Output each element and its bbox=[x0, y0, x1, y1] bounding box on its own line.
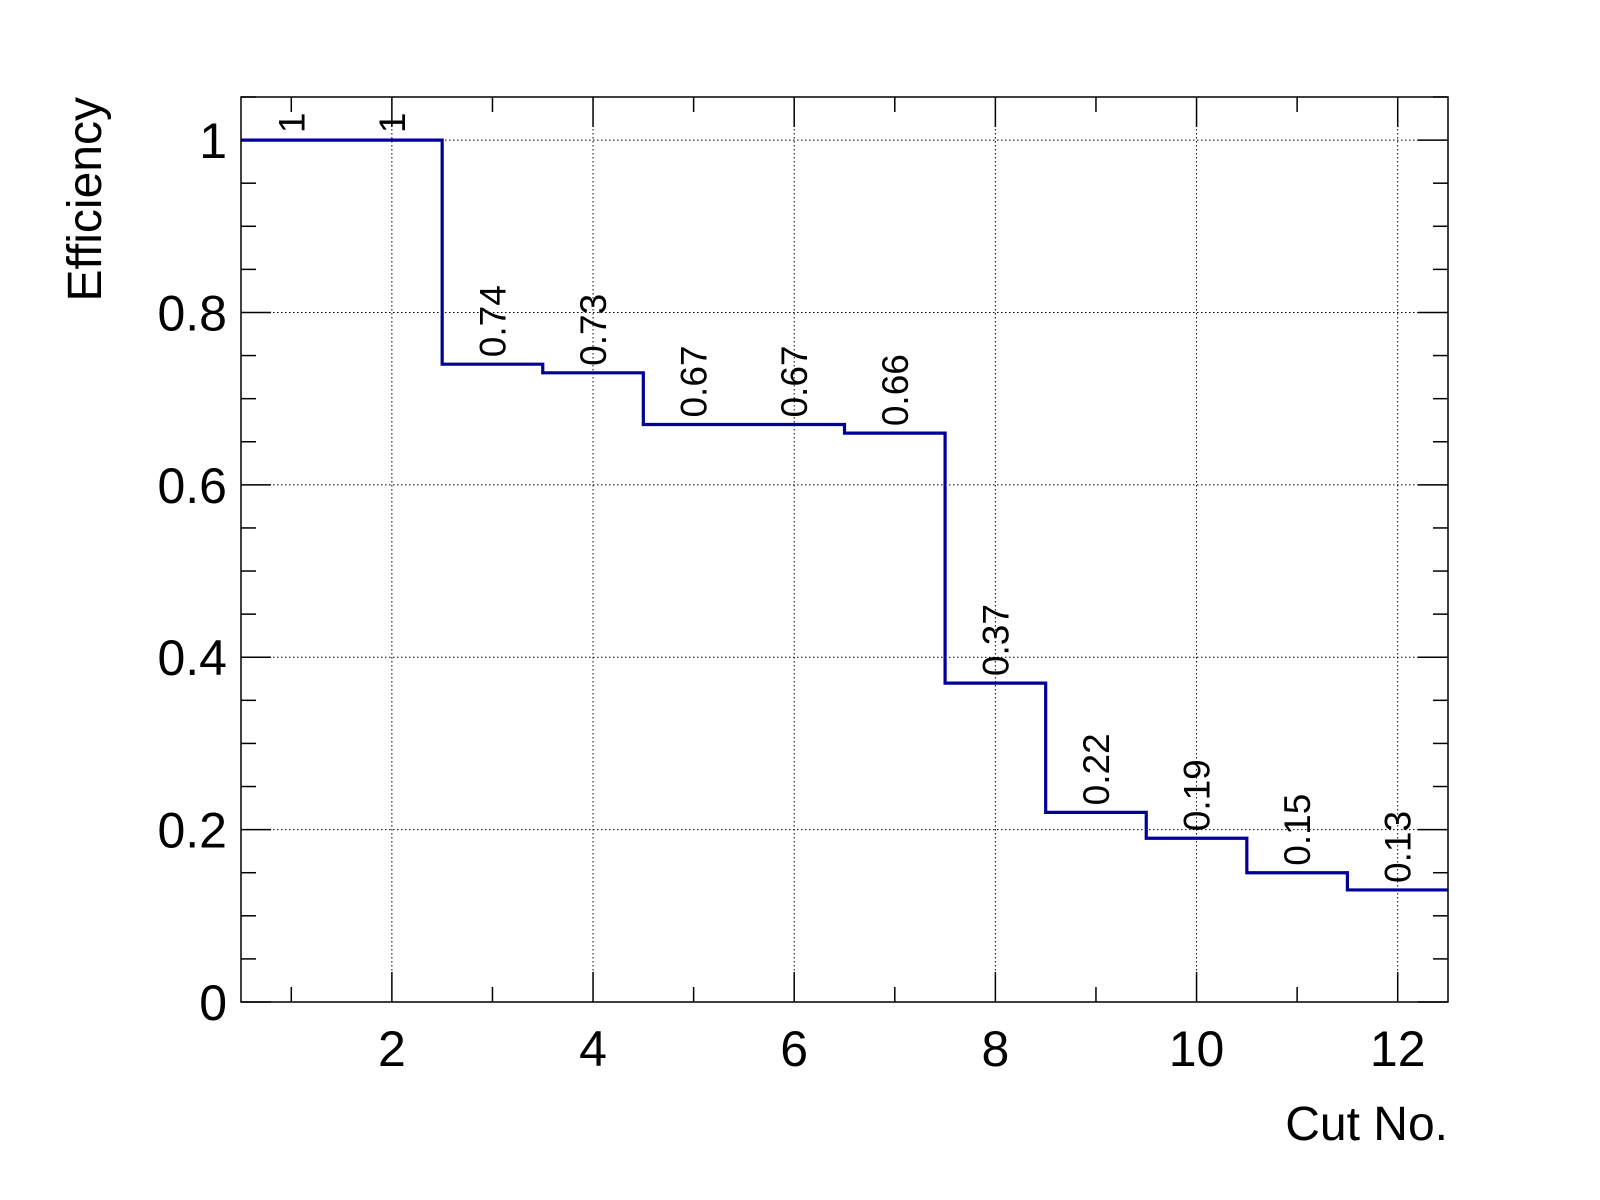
data-label: 0.19 bbox=[1177, 759, 1218, 831]
data-label: 0.15 bbox=[1277, 794, 1318, 866]
data-label: 0.67 bbox=[774, 346, 815, 418]
data-label: 0.73 bbox=[573, 294, 614, 366]
x-tick-label: 10 bbox=[1169, 1021, 1225, 1077]
y-tick-label: 0.4 bbox=[157, 630, 227, 686]
y-tick-label: 0.2 bbox=[157, 803, 227, 859]
x-tick-label: 8 bbox=[981, 1021, 1009, 1077]
y-tick-label: 0 bbox=[199, 975, 227, 1031]
data-label: 0.66 bbox=[875, 354, 916, 426]
y-tick-label: 0.8 bbox=[157, 285, 227, 341]
efficiency-step-line bbox=[241, 138, 1448, 892]
plot-frame bbox=[240, 96, 1449, 1003]
data-label: 1 bbox=[372, 113, 413, 134]
x-tick-label: 2 bbox=[378, 1021, 406, 1077]
y-tick-label: 0.6 bbox=[157, 458, 227, 514]
data-label: 1 bbox=[271, 113, 312, 134]
series bbox=[241, 138, 1448, 892]
y-tick-label: 1 bbox=[199, 113, 227, 169]
data-label: 0.13 bbox=[1378, 811, 1419, 883]
data-label: 0.37 bbox=[975, 604, 1016, 676]
data-label: 0.67 bbox=[674, 346, 715, 418]
x-tick-label: 6 bbox=[780, 1021, 808, 1077]
axis-ticks bbox=[241, 96, 1448, 1003]
x-axis-title: Cut No. bbox=[1285, 1098, 1448, 1151]
x-tick-label: 12 bbox=[1370, 1021, 1426, 1077]
tick-labels: 2 4 6 8 10 12 0 0.2 0.4 0.6 0.8 1 bbox=[157, 113, 1425, 1077]
data-labels: 1 1 0.74 0.73 0.67 0.67 0.66 0.37 0.22 0.19 0.15 0.… bbox=[271, 113, 1418, 883]
data-label: 0.22 bbox=[1076, 733, 1117, 805]
data-label: 0.74 bbox=[472, 285, 513, 357]
x-tick-label: 4 bbox=[579, 1021, 607, 1077]
y-axis-title: Efficiency bbox=[59, 97, 112, 302]
